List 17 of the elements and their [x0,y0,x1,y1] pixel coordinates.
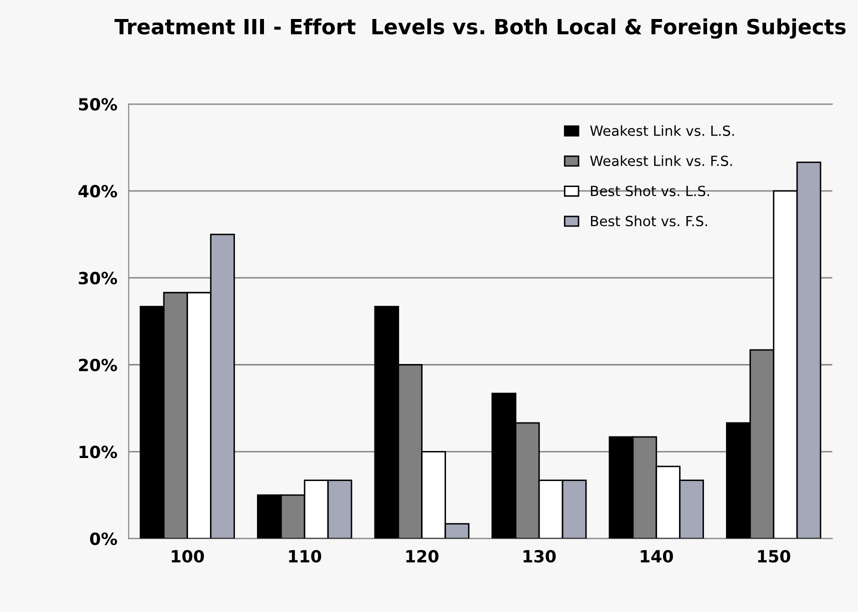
x-tick-label: 110 [289,550,322,563]
y-tick-label: 40% [78,184,118,198]
legend-label: Best Shot vs. F.S. [591,216,707,226]
legend-label: Best Shot vs. L.S. [591,185,709,196]
x-tick-label: 130 [524,550,556,563]
y-tick-label: 30% [78,272,118,284]
x-tick-label: 150 [758,550,790,563]
x-tick-label: 100 [172,550,204,563]
legend-label: Weakest Link vs. F.S. [590,155,732,166]
y-tick-label: 20% [79,358,118,372]
x-tick-label: 120 [406,550,438,563]
y-tick-label: 0% [90,532,118,546]
legend-label: Weakest Link vs. L.S. [590,125,734,136]
chart-title: Treatment III - Effort Levels vs. Both Local & Foreign Subjects [114,18,846,39]
y-tick-label: 10% [80,446,118,458]
x-tick-label: 140 [640,550,673,563]
y-tick-label: 50% [78,98,118,111]
